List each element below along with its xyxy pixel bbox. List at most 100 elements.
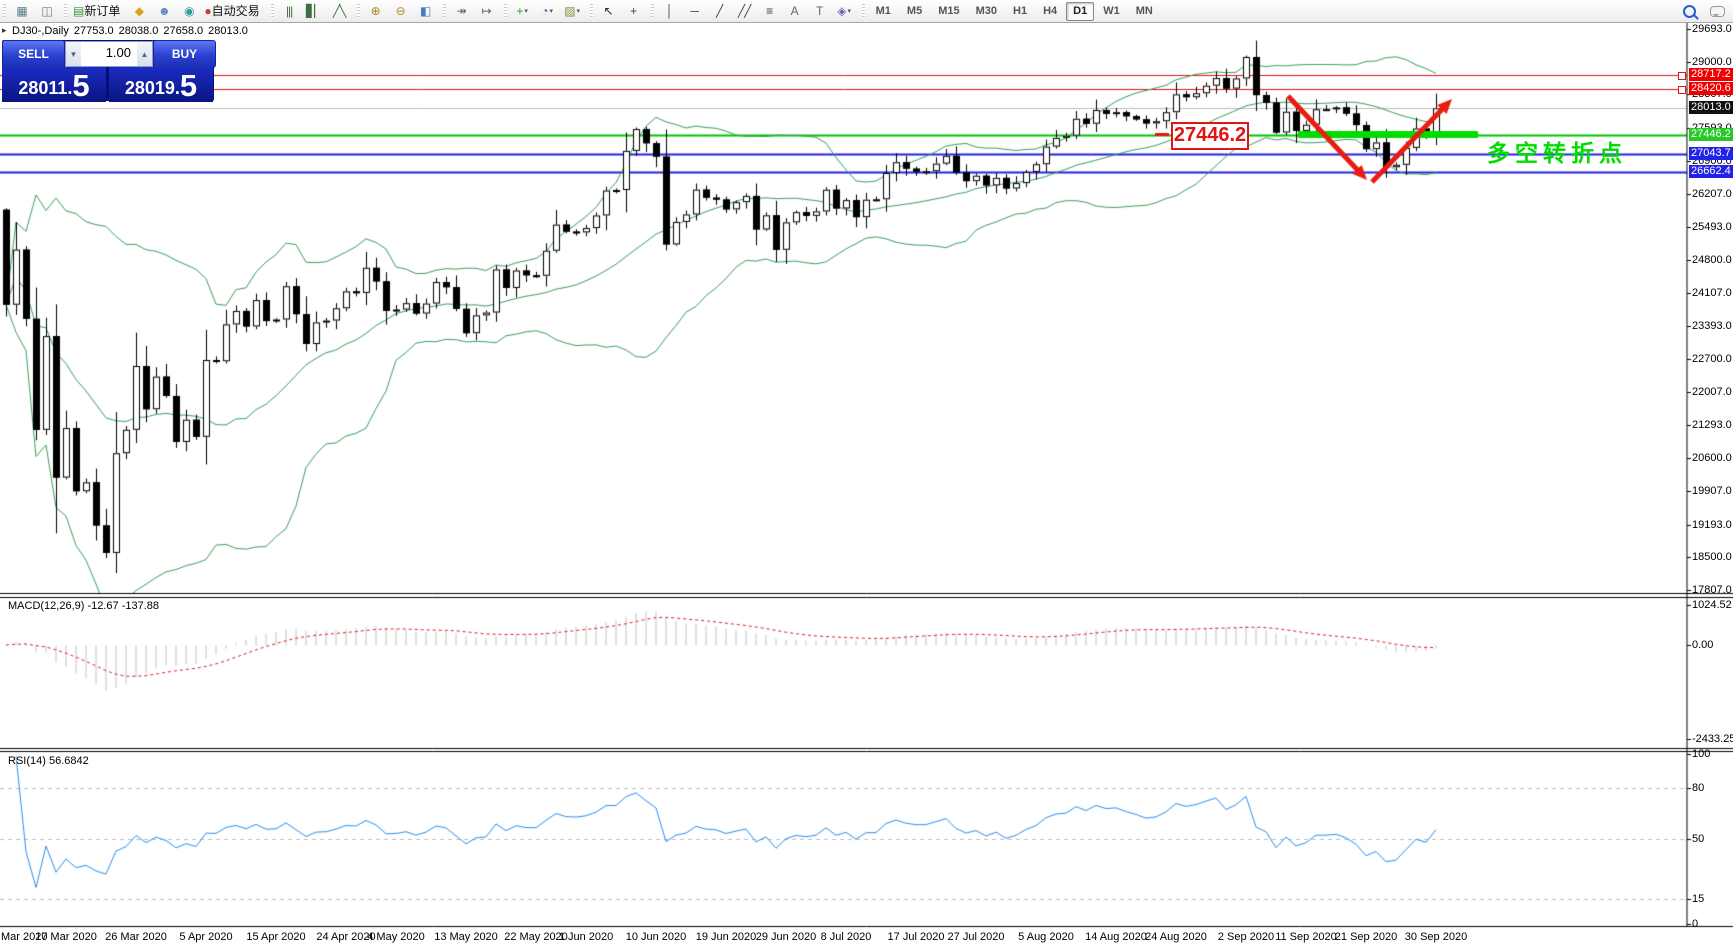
chevron-down-icon: ▾: [576, 7, 581, 15]
styles-button[interactable]: ◆: [126, 1, 151, 22]
period-button[interactable]: ◔ ▾: [535, 1, 560, 22]
buy-price[interactable]: 28019. 5: [109, 67, 213, 102]
zoom-out-button[interactable]: ⊖: [388, 1, 413, 22]
volume-input[interactable]: 1.00: [105, 45, 131, 60]
zoom-in-button[interactable]: ⊕: [363, 1, 388, 22]
timeframe-m1[interactable]: M1: [875, 4, 891, 17]
price-tick-label: 29693.0: [1692, 23, 1732, 35]
chevron-down-icon: ▾: [549, 7, 553, 15]
price-tick-label: 25493.0: [1692, 221, 1732, 233]
date-tick-label: 5 Aug 2020: [1018, 931, 1074, 943]
volume-increase-button[interactable]: ▲: [137, 42, 152, 66]
date-tick-label: Mar 2020: [1, 931, 48, 943]
price-tick-label: 24107.0: [1692, 287, 1732, 299]
trendline-button[interactable]: ╱: [707, 1, 732, 22]
line-chart-button[interactable]: ╱╲: [327, 1, 352, 22]
sell-price[interactable]: 28011. 5: [2, 67, 106, 102]
bar-chart-button[interactable]: |||: [277, 1, 302, 22]
date-tick-label: 13 May 2020: [434, 931, 498, 943]
crosshair-button[interactable]: +: [621, 1, 646, 22]
vertical-line-button[interactable]: │: [657, 1, 682, 22]
hline-end-marker[interactable]: [1678, 86, 1686, 94]
horizontal-line-button[interactable]: ─: [682, 1, 707, 22]
quote-low: 27658.0: [163, 25, 204, 37]
volume-stepper: ▼ 1.00 ▲: [65, 41, 153, 67]
new-order-button[interactable]: ▤ 新订单: [70, 1, 126, 22]
price-tag-label: 28013.0: [1689, 101, 1733, 114]
date-tick-label: 11 Sep 2020: [1275, 931, 1337, 943]
autotrade-label: 自动交易: [211, 3, 260, 18]
date-tick-label: 14 Aug 2020: [1085, 931, 1147, 943]
signal-button[interactable]: ◉: [176, 1, 201, 22]
indicators-button[interactable]: + ▾: [510, 1, 535, 22]
chat-icon[interactable]: [1710, 5, 1725, 17]
buy-button[interactable]: BUY: [153, 40, 216, 68]
timeframe-w1[interactable]: W1: [1103, 4, 1120, 17]
timeframe-h1[interactable]: H1: [1013, 4, 1028, 17]
profiles-button[interactable]: ◫: [34, 1, 59, 22]
template-button[interactable]: ▨ ▾: [560, 1, 585, 22]
rsi-tick-label: 50: [1692, 833, 1705, 845]
price-tick-label: 20600.0: [1692, 452, 1732, 464]
search-icon[interactable]: [1683, 4, 1696, 18]
timeframe-h4[interactable]: H4: [1043, 4, 1058, 17]
quote-close: 28013.0: [208, 25, 248, 37]
macd-tick-label: 1024.52: [1692, 599, 1732, 611]
timeframe-mn[interactable]: MN: [1135, 4, 1153, 17]
fibonacci-button[interactable]: ≡: [757, 1, 782, 22]
template-icon: ▨: [564, 3, 575, 18]
new-chart-button[interactable]: ▦: [9, 1, 34, 22]
line-chart-icon: ╱╲: [332, 3, 346, 18]
toolbar: ▦ ◫ ▤ 新订单 ◆ ☻ ◉ ● 自动交易 ||| ▋▏ ╱╲ ⊕ ⊖ ◧ ↠ ↦ + ▾ ◔ ▾ ▨ ▾ ↖ + │ ─ ╱ ╱╱ ≡…: [0, 0, 1733, 23]
autotrade-button[interactable]: ● 自动交易: [201, 1, 265, 22]
metaeditor-button[interactable]: ☻: [151, 1, 176, 22]
signal-icon: ◉: [184, 3, 195, 18]
chart-shift-button[interactable]: ↦: [474, 1, 499, 22]
turning-point-label[interactable]: 多空转折点: [1487, 140, 1627, 166]
price-tick-label: 26207.0: [1692, 188, 1732, 200]
date-tick-label: 30 Sep 2020: [1404, 931, 1468, 943]
timeframe-m30[interactable]: M30: [975, 4, 997, 17]
candlestick-chart-button[interactable]: ▋▏: [302, 1, 327, 22]
zoom-in-icon: ⊕: [370, 3, 381, 18]
price-level-textbox[interactable]: 27446.2: [1171, 122, 1249, 150]
date-tick-label: 4 May 2020: [367, 931, 425, 943]
timeframe-m5[interactable]: M5: [906, 4, 923, 17]
chevron-down-icon: ▾: [847, 7, 851, 15]
label-button[interactable]: T: [807, 1, 832, 22]
period-icon: ◔: [541, 3, 548, 18]
new-order-label: 新订单: [84, 3, 121, 18]
quote-open: 27753.0: [73, 25, 114, 37]
rsi-tick-label: 0: [1692, 918, 1699, 930]
tile-windows-button[interactable]: ◧: [413, 1, 438, 22]
cursor-button[interactable]: ↖: [596, 1, 621, 22]
rsi-tick-label: 15: [1692, 893, 1705, 905]
shapes-button[interactable]: ◈ ▾: [832, 1, 857, 22]
date-tick-label: 2 Sep 2020: [1217, 931, 1275, 943]
price-tick-label: 21293.0: [1692, 419, 1732, 431]
auto-scroll-button[interactable]: ↠: [449, 1, 474, 22]
one-click-expander[interactable]: ▸: [2, 25, 7, 35]
volume-decrease-button[interactable]: ▼: [66, 42, 81, 66]
date-tick-label: 15 Apr 2020: [246, 931, 306, 943]
hline-end-marker[interactable]: [1678, 72, 1686, 80]
symbol-period: DJ30-,Daily: [12, 25, 69, 37]
bar-chart-icon: |||: [285, 3, 293, 18]
price-tag-label: 28420.6: [1689, 82, 1733, 95]
price-tick-label: 19907.0: [1692, 485, 1732, 497]
metaeditor-icon: ☻: [158, 3, 171, 18]
sell-button[interactable]: SELL: [2, 40, 65, 68]
price-tick-label: 17807.0: [1692, 584, 1732, 596]
tile-windows-icon: ◧: [419, 3, 431, 18]
price-tick-label: 29000.0: [1692, 56, 1732, 68]
date-tick-label: 10 Jun 2020: [625, 931, 687, 943]
text-button[interactable]: A: [782, 1, 807, 22]
price-tag-label: 28717.2: [1689, 68, 1733, 81]
date-tick-label: 19 Jun 2020: [695, 931, 757, 943]
timeframe-d1[interactable]: D1: [1066, 1, 1095, 21]
channel-button[interactable]: ╱╱: [732, 1, 757, 22]
timeframe-m15[interactable]: M15: [938, 4, 960, 17]
horizontal-line-icon: ─: [690, 3, 698, 18]
date-tick-label: 21 Sep 2020: [1334, 931, 1398, 943]
